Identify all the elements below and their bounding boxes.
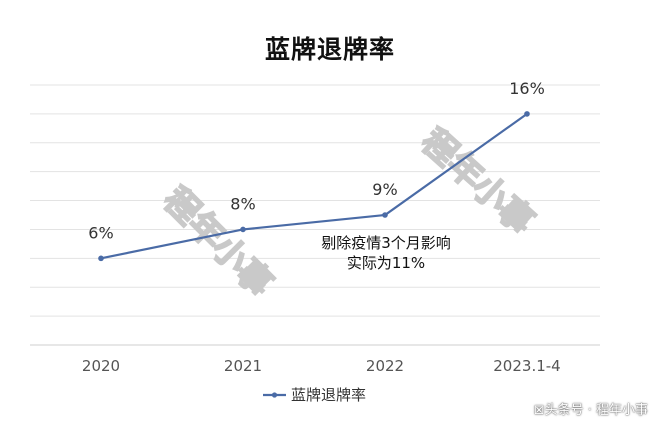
data-label: 8%: [230, 194, 255, 213]
x-tick-label: 2023.1-4: [493, 357, 560, 375]
x-tick-label: 2022: [366, 357, 404, 375]
watermark-stamp: 程年小事: [156, 180, 280, 304]
series-line: [100, 112, 528, 260]
legend-marker: [271, 392, 278, 398]
chart-title: 蓝牌退牌率: [264, 35, 395, 64]
legend-label: 蓝牌退牌率: [291, 386, 366, 404]
x-tick-label: 2020: [82, 357, 120, 375]
data-point: [240, 226, 246, 233]
data-label: 16%: [509, 79, 545, 98]
data-point: [382, 212, 388, 218]
x-tick-label: 2021: [224, 357, 262, 375]
footer-credit: ⊠头条号 · 程年小事: [533, 403, 648, 418]
data-label: 9%: [372, 180, 397, 199]
data-label: 6%: [88, 223, 113, 242]
annotation-line-2: 实际为11%: [347, 254, 425, 272]
annotation-line-1: 剔除疫情3个月影响: [321, 234, 451, 252]
data-point: [98, 255, 104, 262]
data-point: [524, 111, 530, 117]
